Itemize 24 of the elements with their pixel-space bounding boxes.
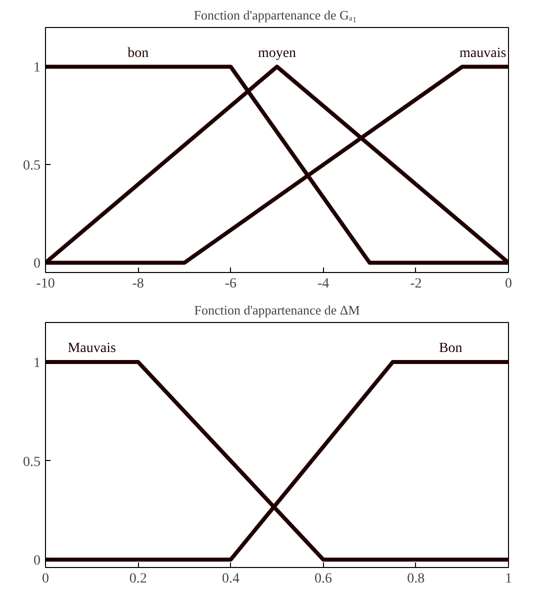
chart-title: Fonction d'appartenance de ΔM <box>194 302 360 318</box>
x-tick-label: 0 <box>505 276 512 292</box>
y-tick-label: 0 <box>34 256 40 272</box>
y-tick-label: 0 <box>34 554 40 569</box>
x-tick-label: 1 <box>505 572 512 586</box>
x-tick-label: -4 <box>317 276 330 292</box>
x-tick-label: 0.2 <box>129 572 147 586</box>
series-label: Mauvais <box>68 341 116 356</box>
series-label: moyen <box>258 46 296 61</box>
y-tick-label: 1 <box>34 356 40 372</box>
y-tick-label: 0.5 <box>23 454 40 470</box>
x-tick-label: -8 <box>132 276 144 292</box>
x-tick-label: -10 <box>36 276 55 292</box>
x-tick-label: 0.6 <box>314 572 332 586</box>
x-tick-label: -6 <box>224 276 237 292</box>
y-tick-label: 1 <box>34 60 40 76</box>
y-tick-label: 0.5 <box>23 158 40 174</box>
series-label: mauvais <box>460 46 506 61</box>
x-tick-label: 0.4 <box>222 572 240 586</box>
x-tick-label: 0.8 <box>407 572 425 586</box>
x-tick-label: -2 <box>410 276 422 292</box>
series-label: bon <box>128 46 149 61</box>
chart-title: Fonction d'appartenance de Gₐ₁ <box>194 8 357 22</box>
series-label: Bon <box>438 341 462 356</box>
